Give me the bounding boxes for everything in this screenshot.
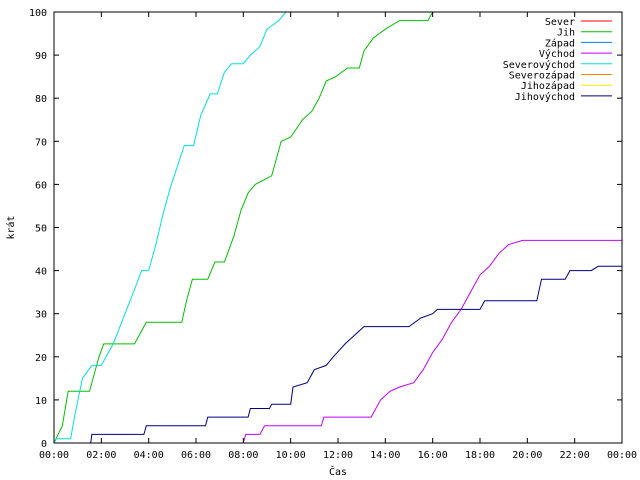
y-tick-label: 30 [35, 310, 47, 321]
y-tick-label: 70 [35, 137, 47, 148]
x-tick-label: 22:00 [560, 450, 590, 461]
x-axis: 00:00 02:00 04:00 06:00 08:00 10:00 12:00 14:00… [39, 12, 637, 461]
x-tick-label: 12:00 [323, 450, 353, 461]
series-line-8 [90, 265, 622, 444]
y-tick-label: 60 [35, 180, 47, 191]
y-tick-label: 10 [35, 396, 47, 407]
y-axis: 0 10 20 30 40 50 60 70 80 90 100 [29, 8, 622, 450]
y-tick-label: 50 [35, 224, 47, 235]
x-tick-label: 20:00 [512, 450, 542, 461]
legend-label: Jihovýchod [515, 91, 575, 103]
x-tick-label: 08:00 [228, 450, 258, 461]
x-tick-label: 00:00 [39, 450, 69, 461]
legend-label: Jih [557, 28, 575, 39]
legend-label: Jihozápad [521, 80, 575, 92]
x-tick-label: 04:00 [134, 450, 164, 461]
series-line-5 [53, 11, 287, 444]
x-tick-label: 10:00 [276, 450, 306, 461]
x-tick-label: 18:00 [465, 450, 495, 461]
plot-series [53, 11, 622, 444]
y-axis-label: krát [5, 215, 17, 239]
y-tick-label: 90 [35, 51, 47, 62]
x-tick-label: 02:00 [86, 450, 116, 461]
legend-label: Východ [539, 48, 575, 60]
x-axis-label: Čas [329, 465, 347, 478]
x-tick-label: 14:00 [370, 450, 400, 461]
series-line-4 [233, 239, 622, 444]
y-tick-label: 0 [41, 439, 47, 450]
legend-label: Západ [545, 37, 575, 49]
legend: SeverJihZápadVýchodSeverovýchodSeverozáp… [503, 17, 612, 103]
y-tick-label: 80 [35, 94, 47, 105]
x-tick-label: 16:00 [418, 450, 448, 461]
x-tick-label: 06:00 [181, 450, 211, 461]
legend-label: Severovýchod [503, 59, 575, 71]
series-line-2 [53, 11, 622, 444]
legend-label: Sever [545, 17, 575, 28]
x-tick-label: 00:00 [607, 450, 637, 461]
y-tick-label: 100 [29, 8, 47, 19]
y-tick-label: 20 [35, 353, 47, 364]
y-tick-label: 40 [35, 267, 47, 278]
legend-label: Severozápad [509, 70, 575, 82]
